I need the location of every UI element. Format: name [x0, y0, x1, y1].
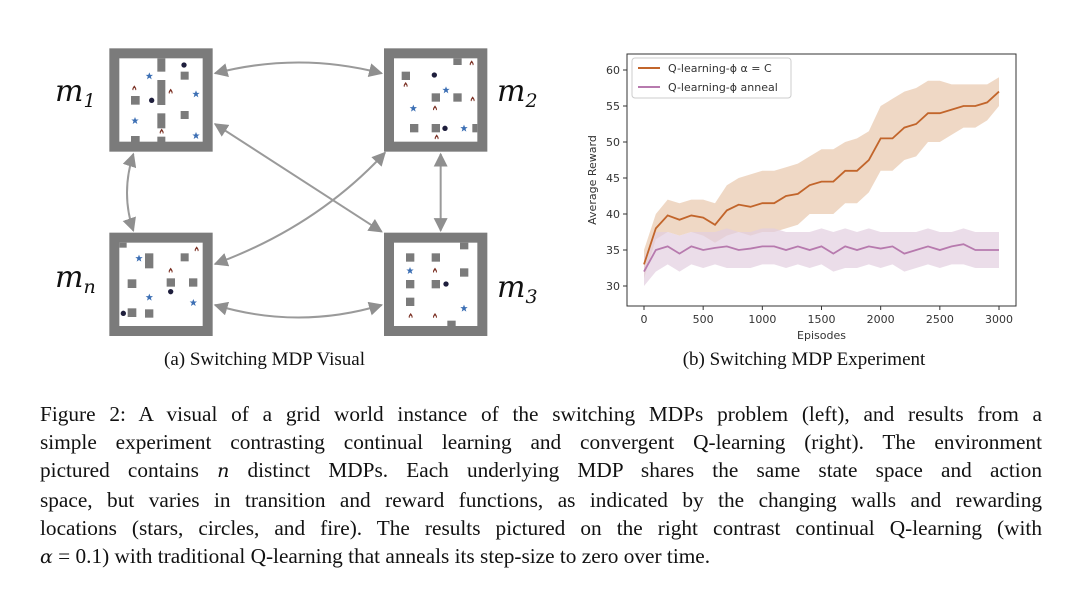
caption-math: α: [40, 546, 53, 569]
grid-world-m1: [109, 48, 213, 152]
arrow-mn-m3: [213, 301, 384, 319]
label-m2-base: m: [497, 74, 526, 109]
x-tick-label: 2000: [867, 313, 895, 326]
subcaption-a: (a) Switching MDP Visual: [164, 349, 365, 370]
caption-math: n: [217, 460, 230, 483]
label-m1-base: m: [55, 74, 84, 109]
caption-text: = 0.1) with traditional Q-learning that …: [52, 544, 711, 569]
x-axis-label: Episodes: [797, 329, 846, 342]
caption-text: pictured contains: [40, 458, 218, 483]
series-line-0: [643, 90, 1000, 265]
label-m3-sub: 3: [525, 286, 538, 308]
subcaption-b: (b) Switching MDP Experiment: [682, 349, 926, 370]
y-tick-label: 30: [606, 280, 620, 293]
x-tick-label: 1500: [808, 313, 836, 326]
switching-mdp-diagram: [109, 48, 488, 336]
legend-label-0: Q-learning-ϕ α = C: [668, 62, 772, 75]
transition-arrows: [122, 61, 448, 319]
legend-box: [631, 57, 792, 99]
caption-text: locations (stars, circles, and fire). Th…: [40, 515, 1042, 540]
y-axis-label: Average Reward: [586, 135, 599, 225]
y-tick-label: 35: [606, 244, 620, 257]
legend-label-1: Q-learning-ϕ anneal: [668, 81, 778, 94]
series-band-0: [644, 77, 999, 279]
caption-text: Figure 2: A visual of a grid world insta…: [40, 402, 1042, 426]
figure-caption: Figure 2: A visual of a grid world insta…: [40, 400, 1042, 571]
series-line-1: [643, 243, 999, 273]
label-m2: m2: [497, 74, 538, 112]
caption-line: α = 0.1) with traditional Q-learning tha…: [40, 542, 1042, 571]
x-tick-label: 2500: [926, 313, 954, 326]
caption-line: locations (stars, circles, and fire). Th…: [40, 514, 1042, 542]
label-m1-sub: 1: [83, 90, 96, 112]
y-tick-label: 55: [606, 100, 620, 113]
x-tick-label: 0: [641, 313, 648, 326]
label-m2-sub: 2: [525, 90, 538, 112]
caption-line: pictured contains n distinct MDPs. Each …: [40, 456, 1042, 485]
caption-line: simple experiment contrasting continual …: [40, 428, 1042, 456]
caption-text: distinct MDPs. Each underlying MDP share…: [229, 458, 1042, 483]
series-band-1: [644, 228, 999, 286]
x-tick-label: 500: [693, 313, 714, 326]
label-m1: m1: [55, 74, 96, 112]
grid-world-m3: [384, 232, 488, 336]
arrow-m1-mn: [122, 152, 137, 232]
grid-world-m2: [384, 48, 488, 152]
label-mn-sub: n: [83, 276, 96, 298]
grid-world-mn: [109, 232, 213, 336]
reward-chart: 30 35 40 45 50 55 60 0 500 1000 1500 2000 2500 3000 Ep…: [586, 53, 1017, 342]
y-tick-label: 50: [606, 136, 620, 149]
label-m3-base: m: [497, 270, 526, 305]
y-tick-label: 60: [606, 64, 620, 77]
y-tick-label: 45: [606, 172, 620, 185]
caption-line: Figure 2: A visual of a grid world insta…: [40, 400, 1042, 428]
arrow-m1-m2: [213, 61, 384, 77]
caption-line: space, but varies in transition and rewa…: [40, 486, 1042, 514]
caption-text: space, but varies in transition and rewa…: [40, 487, 1042, 512]
caption-text: simple experiment contrasting continual …: [40, 430, 1042, 455]
label-m3: m3: [497, 270, 538, 308]
arrow-m2-mn: [213, 151, 386, 267]
y-tick-label: 40: [606, 208, 620, 221]
x-tick-label: 3000: [985, 313, 1013, 326]
label-mn: mn: [55, 260, 96, 298]
label-mn-base: m: [55, 260, 84, 295]
x-tick-label: 1000: [748, 313, 776, 326]
